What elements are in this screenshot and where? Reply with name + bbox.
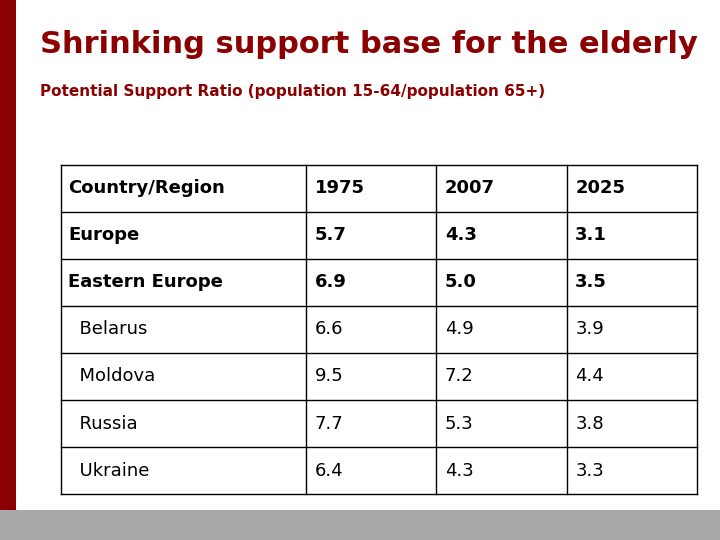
Text: Moldova: Moldova [68,367,156,386]
Text: 9.5: 9.5 [315,367,343,386]
Bar [0,0,16,510]
Text: 2025: 2025 [575,179,625,197]
Text: 6.6: 6.6 [315,320,343,339]
Text: 1975: 1975 [315,179,364,197]
Bar [0,510,720,540]
Text: Shrinking support base for the elderly: Shrinking support base for the elderly [40,30,698,59]
Text: 5.0: 5.0 [445,273,477,292]
Text: 7.7: 7.7 [315,415,343,433]
Text: Ukraine: Ukraine [68,462,150,480]
Text: 4.3: 4.3 [445,462,474,480]
Text: Potential Support Ratio (population 15-64/population 65+): Potential Support Ratio (population 15-6… [40,84,545,99]
Text: 4.9: 4.9 [445,320,474,339]
Text: Eastern Europe: Eastern Europe [68,273,223,292]
Text: Europe: Europe [68,226,140,244]
Text: 7.2: 7.2 [445,367,474,386]
Text: 5.3: 5.3 [445,415,474,433]
Text: 5.7: 5.7 [315,226,346,244]
Text: 6.4: 6.4 [315,462,343,480]
Text: 4.3: 4.3 [445,226,477,244]
Text: 3.8: 3.8 [575,415,604,433]
Text: 3.9: 3.9 [575,320,604,339]
Text: 6.9: 6.9 [315,273,346,292]
Text: 3.5: 3.5 [575,273,607,292]
Text: Belarus: Belarus [68,320,148,339]
Text: Russia: Russia [68,415,138,433]
Text: 3.3: 3.3 [575,462,604,480]
Text: 2007: 2007 [445,179,495,197]
Text: 4.4: 4.4 [575,367,604,386]
Text: 3.1: 3.1 [575,226,607,244]
Text: Country/Region: Country/Region [68,179,225,197]
